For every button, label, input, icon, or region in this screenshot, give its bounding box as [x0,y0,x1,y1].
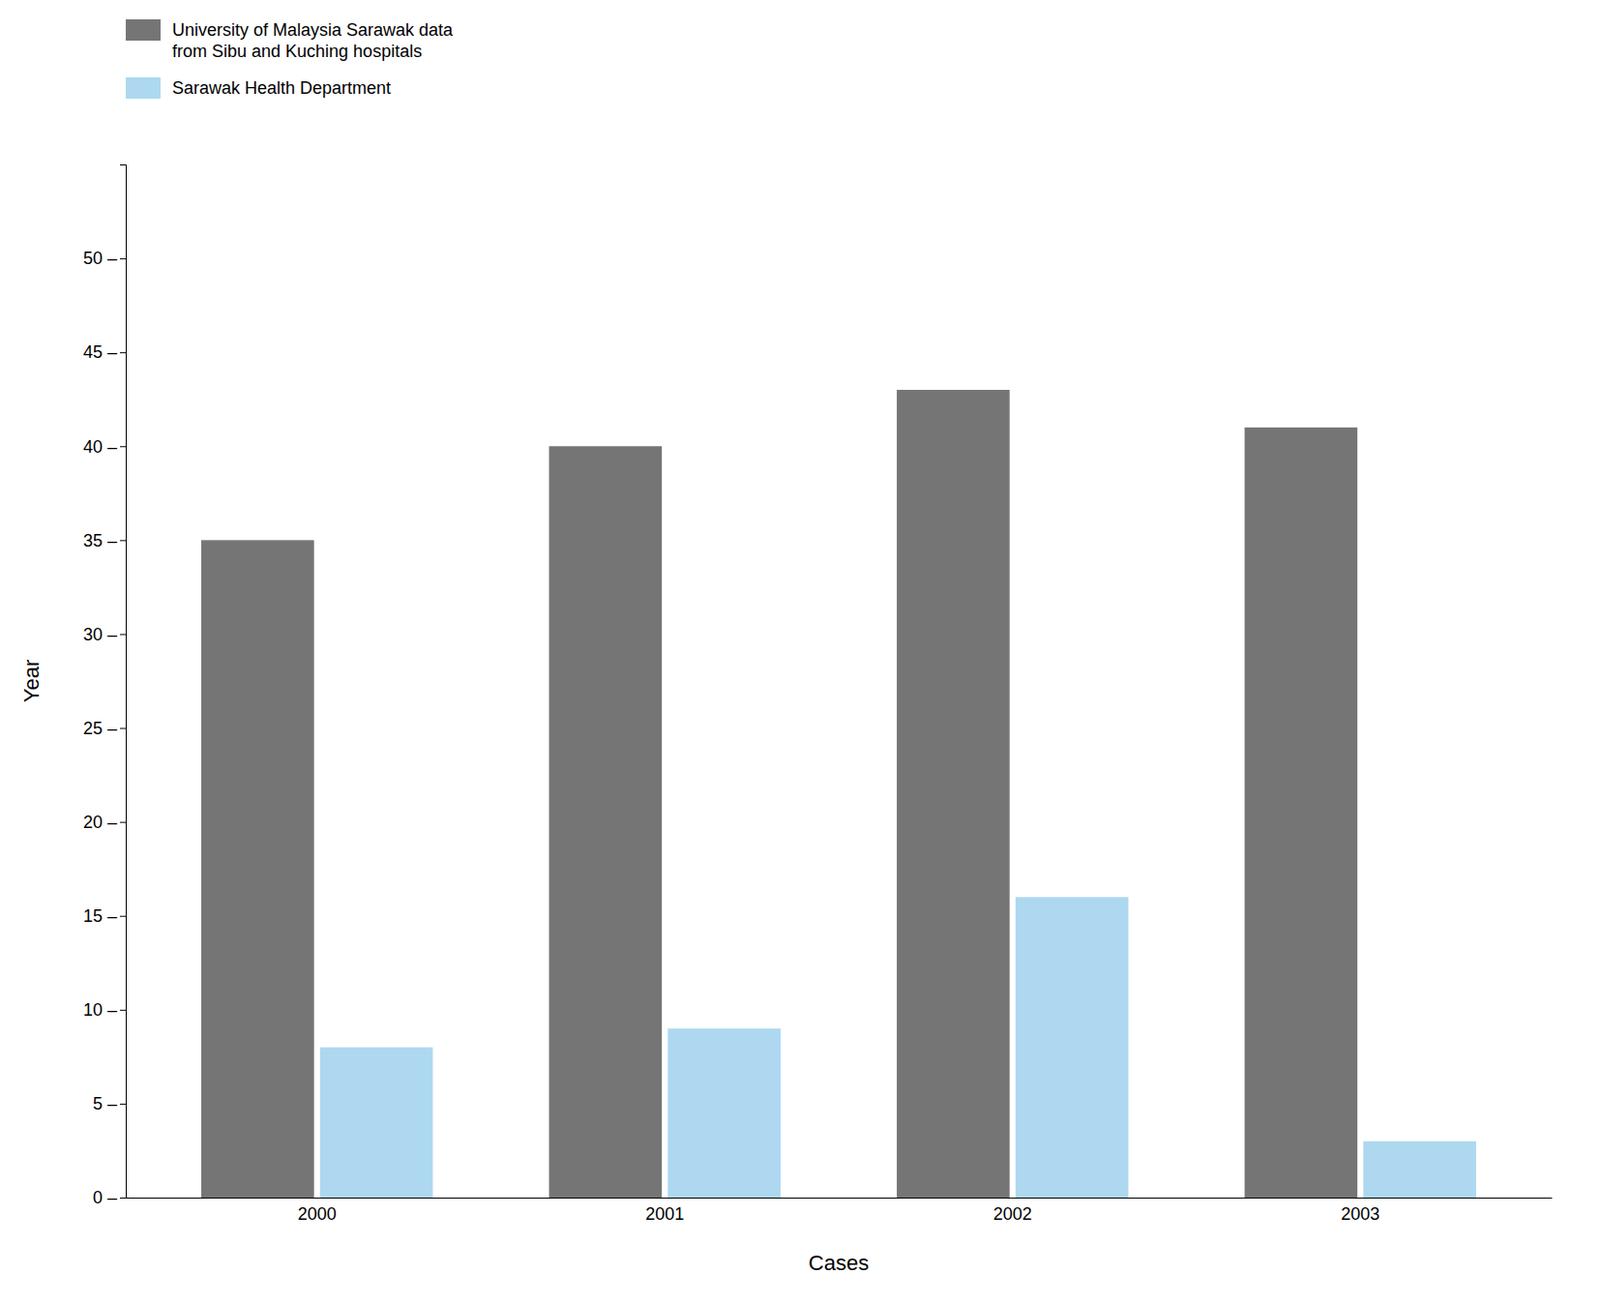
axis-line [119,165,127,1199]
legend-label: Sarawak Health Department [172,78,391,98]
tick: 10 – [83,1000,126,1020]
tick-label: 0 – [92,1187,118,1208]
legend-item: Sarawak Health Department [125,77,391,99]
bar [201,539,315,1198]
tick-mark [119,1197,126,1199]
tick: 15 – [83,906,126,926]
tick-label: 2002 [993,1204,1033,1224]
chart: 2000 2001 2002 2003 0 – 5 – 10 – 15 – 20 – 25 – 30… [0,0,1600,1304]
tick-label: 2001 [645,1204,684,1224]
tick-label: 30 – [83,624,118,645]
tick-label: 45 – [83,342,118,362]
x-axis-title: Cases [808,1250,869,1275]
legend-label: University of Malaysia Sarawak datafrom … [172,20,454,61]
tick-label: 10 – [83,1000,118,1020]
tick: 2002 [993,1204,1033,1224]
bar [320,1047,434,1198]
tick: 30 – [83,624,126,645]
tick: 20 – [83,812,126,832]
bar [1015,896,1129,1198]
tick: 25 – [83,718,126,739]
tick-label: 40 – [83,437,118,457]
tick-label: 5 – [92,1094,118,1114]
tick-label: 25 – [83,718,118,739]
tick-label: 20 – [83,812,118,832]
tick-mark [119,1009,126,1011]
legend-label-line: Sarawak Health Department [172,78,391,98]
legend-label-line: University of Malaysia Sarawak data [172,20,454,40]
tick-mark [119,728,126,730]
bar [549,445,663,1198]
tick-mark [119,445,126,447]
tick-label: 2000 [297,1204,337,1224]
tick: 2000 [297,1204,337,1224]
bar-series [201,389,1358,1198]
plot: 2000 2001 2002 2003 0 – 5 – 10 – 15 – 20 – 25 – 30… [83,165,1553,1224]
tick: 5 – [92,1094,126,1114]
tick: 2003 [1340,1204,1380,1224]
tick: 45 – [83,342,126,362]
tick: 0 – [92,1187,126,1208]
tick-mark [119,822,126,824]
tick: 50 – [83,248,126,268]
bar [1362,1141,1477,1198]
legend: University of Malaysia Sarawak datafrom … [125,19,454,99]
axis-line [126,1197,1553,1199]
tick-label: 35 – [83,531,118,551]
bar [896,389,1010,1198]
tick-mark [119,352,126,354]
tick-mark [119,539,126,541]
legend-swatch [125,19,161,41]
y-axis: 0 – 5 – 10 – 15 – 20 – 25 – 30 – 35 – 40 – 45 – 50… [83,165,127,1209]
bar [667,1028,781,1198]
tick: 40 – [83,437,126,457]
legend-label-line: from Sibu and Kuching hospitals [172,41,422,61]
legend-item: University of Malaysia Sarawak datafrom … [125,19,454,61]
tick: 2001 [645,1204,684,1224]
tick-mark [119,633,126,635]
tick-mark [119,916,126,918]
tick-label: 50 – [83,248,118,268]
legend-swatch [125,77,161,99]
tick-label: 2003 [1340,1204,1380,1224]
bars [201,389,1477,1198]
tick-mark [119,258,126,260]
tick-label: 15 – [83,906,118,926]
bar-series [320,896,1477,1198]
bar [1244,427,1359,1198]
y-axis-title: Year [19,659,44,703]
x-axis: 2000 2001 2002 2003 [126,1198,1553,1224]
tick: 35 – [83,531,126,551]
tick-mark [119,1103,126,1105]
